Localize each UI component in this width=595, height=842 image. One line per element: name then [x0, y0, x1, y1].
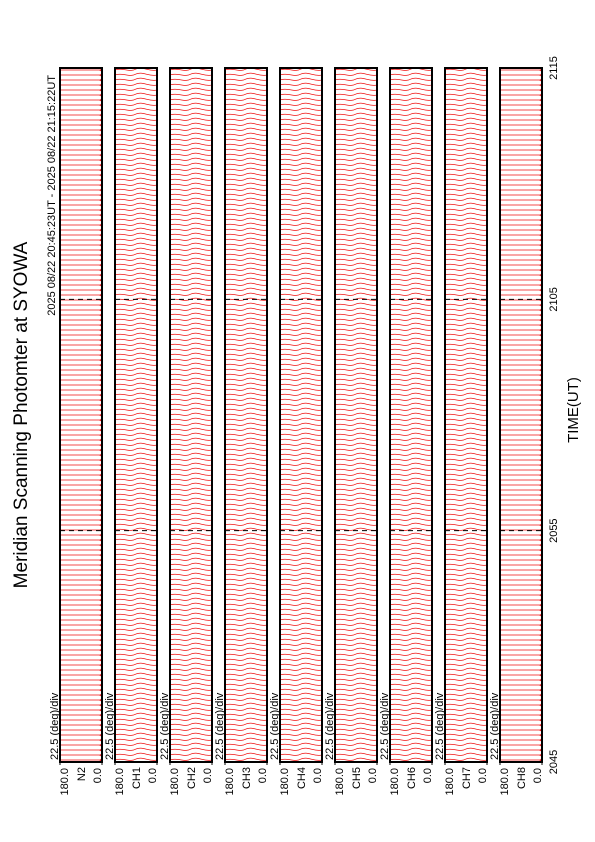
channel-label: CH4: [296, 767, 308, 789]
y-tick-label: 180.0: [224, 768, 236, 796]
trace-panel: [390, 68, 432, 762]
channel-label: CH6: [406, 767, 418, 789]
y-tick-label: 0.0: [257, 768, 269, 783]
y-tick-label: 0.0: [312, 768, 324, 783]
channel-label: CH3: [241, 767, 253, 789]
panel-frame: [444, 67, 488, 763]
panel-scale: 22.5 (deg)/div: [379, 692, 391, 760]
channel-label: N2: [76, 767, 88, 781]
panel-scale: 22.5 (deg)/div: [324, 692, 336, 760]
x-tick-label: 2055: [548, 518, 560, 542]
panel-scale: 22.5 (deg)/div: [214, 692, 226, 760]
panel-frame: [279, 67, 323, 763]
trace-panel: [115, 68, 157, 762]
panel-scale: 22.5 (deg)/div: [159, 692, 171, 760]
panel-frame: [334, 67, 378, 763]
x-axis-title: TIME(UT): [565, 377, 582, 443]
y-tick-label: 0.0: [532, 768, 544, 783]
y-tick-label: 180.0: [334, 768, 346, 796]
trace-panel: [500, 68, 542, 762]
x-tick-label: 2115: [548, 56, 560, 80]
y-tick-label: 180.0: [114, 768, 126, 796]
trace-panel: [445, 68, 487, 762]
panel-scale: 22.5 (deg)/div: [49, 692, 61, 760]
y-tick-label: 180.0: [279, 768, 291, 796]
trace-panel: [60, 68, 102, 762]
y-tick-label: 0.0: [367, 768, 379, 783]
channel-label: CH7: [461, 767, 473, 789]
panel-scale: 22.5 (deg)/div: [434, 692, 446, 760]
panel-frame: [224, 67, 268, 763]
channel-label: CH2: [186, 767, 198, 789]
y-tick-label: 180.0: [444, 768, 456, 796]
panel-scale: 22.5 (deg)/div: [269, 692, 281, 760]
trace-panel: [225, 68, 267, 762]
panel-frame: [169, 67, 213, 763]
panel-frame: [389, 67, 433, 763]
channel-label: CH1: [131, 767, 143, 789]
y-tick-label: 0.0: [92, 768, 104, 783]
panel-scale: 22.5 (deg)/div: [489, 692, 501, 760]
x-tick-label: 2105: [548, 287, 560, 311]
trace-panel: [280, 68, 322, 762]
trace-panel: [170, 68, 212, 762]
panel-frame: [114, 67, 158, 763]
channel-label: CH5: [351, 767, 363, 789]
y-tick-label: 180.0: [499, 768, 511, 796]
y-tick-label: 180.0: [389, 768, 401, 796]
y-tick-label: 0.0: [477, 768, 489, 783]
time-range: 2025 08/22 20:45:23UT - 2025 08/22 21:15…: [46, 75, 58, 316]
x-tick-label: 2045: [548, 750, 560, 774]
y-tick-label: 180.0: [59, 768, 71, 796]
channel-label: CH8: [516, 767, 528, 789]
y-tick-label: 0.0: [202, 768, 214, 783]
trace-panel: [335, 68, 377, 762]
panel-frame: [499, 67, 543, 763]
panel-scale: 22.5 (deg)/div: [104, 692, 116, 760]
chart-title: Meridian Scanning Photomter at SYOWA: [11, 241, 32, 588]
y-tick-label: 180.0: [169, 768, 181, 796]
y-tick-label: 0.0: [147, 768, 159, 783]
rotated-plot: Meridian Scanning Photomter at SYOWA 202…: [11, 56, 582, 795]
panel-frame: [59, 67, 103, 763]
y-tick-label: 0.0: [422, 768, 434, 783]
